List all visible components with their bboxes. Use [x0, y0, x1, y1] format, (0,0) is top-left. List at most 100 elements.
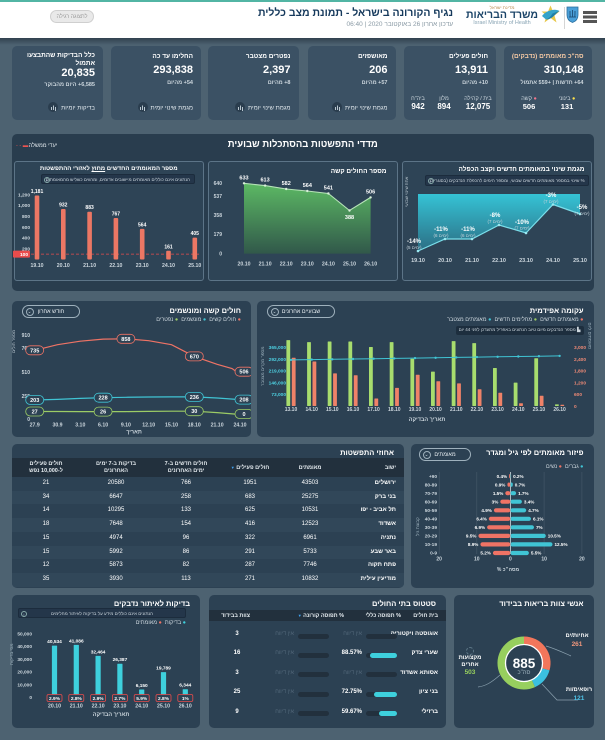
svg-text:3.10: 3.10 — [75, 423, 85, 429]
svg-text:26,387: 26,387 — [113, 657, 128, 663]
svg-text:8.9%: 8.9% — [468, 542, 478, 547]
svg-text:4.9%: 4.9% — [481, 508, 491, 513]
svg-text:613: 613 — [260, 178, 269, 184]
svg-text:50-59: 50-59 — [425, 508, 438, 514]
svg-text:22.10: 22.10 — [109, 263, 122, 269]
svg-text:10: 10 — [541, 557, 547, 563]
svg-text:2.8%: 2.8% — [71, 696, 83, 702]
svg-text:1%: 1% — [182, 696, 190, 702]
svg-text:17.10: 17.10 — [367, 407, 380, 413]
svg-text:(7 ימים): (7 ימים) — [487, 219, 503, 224]
svg-text:1,200: 1,200 — [574, 380, 586, 386]
svg-text:1,000: 1,000 — [17, 203, 29, 209]
svg-text:(5 ימים): (5 ימים) — [406, 245, 422, 250]
svg-text:15.10: 15.10 — [165, 423, 178, 429]
svg-text:20: 20 — [436, 557, 442, 563]
svg-text:3,000: 3,000 — [574, 345, 586, 351]
svg-text:21.10: 21.10 — [450, 407, 463, 413]
svg-text:0-9: 0-9 — [430, 551, 437, 557]
svg-text:6,344: 6,344 — [179, 683, 191, 689]
svg-text:50,000: 50,000 — [17, 631, 32, 637]
svg-text:400: 400 — [21, 236, 29, 242]
svg-text:219,000: 219,000 — [269, 369, 287, 375]
svg-text:0: 0 — [29, 695, 32, 701]
svg-text:24.10: 24.10 — [546, 258, 560, 264]
svg-text:-5%: -5% — [576, 205, 587, 211]
svg-text:633: 633 — [239, 175, 248, 181]
svg-text:365,000: 365,000 — [269, 345, 287, 351]
svg-text:20.10: 20.10 — [56, 263, 69, 269]
svg-text:12.10: 12.10 — [142, 423, 155, 429]
svg-text:564: 564 — [138, 222, 147, 228]
svg-text:19.10: 19.10 — [411, 258, 425, 264]
svg-text:40-49: 40-49 — [425, 517, 438, 523]
svg-text:22.10: 22.10 — [92, 704, 105, 710]
svg-text:20,000: 20,000 — [17, 670, 32, 676]
svg-text:735: 735 — [30, 348, 39, 354]
svg-text:(7 ימים): (7 ימים) — [574, 211, 590, 216]
svg-text:26.10: 26.10 — [179, 704, 192, 710]
svg-text:25.10: 25.10 — [343, 262, 356, 268]
svg-text:0: 0 — [509, 557, 512, 563]
svg-text:70-79: 70-79 — [425, 491, 438, 497]
svg-text:600: 600 — [21, 225, 29, 231]
svg-text:23.10: 23.10 — [491, 407, 504, 413]
svg-text:0: 0 — [574, 404, 577, 410]
svg-text:506: 506 — [239, 370, 248, 376]
svg-text:2.7%: 2.7% — [114, 696, 126, 702]
svg-text:22.10: 22.10 — [492, 258, 506, 264]
svg-text:14.10: 14.10 — [305, 407, 318, 413]
svg-text:19.10: 19.10 — [30, 263, 43, 269]
svg-text:24.10: 24.10 — [162, 263, 175, 269]
svg-text:23.10: 23.10 — [519, 258, 533, 264]
svg-text:15.10: 15.10 — [326, 407, 339, 413]
svg-text:-10%: -10% — [514, 220, 529, 226]
svg-text:-3%: -3% — [545, 193, 556, 199]
svg-text:25.10: 25.10 — [533, 407, 546, 413]
svg-text:24.10: 24.10 — [512, 407, 525, 413]
svg-text:10.5%: 10.5% — [548, 534, 561, 539]
svg-text:30.9: 30.9 — [52, 423, 62, 429]
svg-text:25.10: 25.10 — [157, 704, 170, 710]
svg-text:40,534: 40,534 — [47, 639, 62, 645]
svg-text:510: 510 — [22, 370, 31, 376]
svg-text:10,000: 10,000 — [17, 682, 32, 688]
svg-text:2.9%: 2.9% — [49, 696, 61, 702]
svg-text:18.10: 18.10 — [188, 423, 201, 429]
svg-text:26: 26 — [100, 410, 106, 416]
svg-text:767: 767 — [111, 212, 120, 218]
svg-text:6.9%: 6.9% — [475, 525, 485, 530]
svg-text:(7 ימים): (7 ימים) — [543, 199, 559, 204]
svg-text:506: 506 — [366, 189, 375, 195]
svg-text:5.5%: 5.5% — [531, 551, 541, 556]
svg-text:9.10: 9.10 — [121, 423, 131, 429]
svg-text:20.10: 20.10 — [438, 258, 452, 264]
svg-text:932: 932 — [59, 203, 68, 209]
svg-text:30: 30 — [191, 409, 197, 415]
svg-text:12.5%: 12.5% — [555, 542, 568, 547]
svg-text:1,800: 1,800 — [574, 369, 586, 375]
svg-text:19,789: 19,789 — [156, 666, 171, 672]
svg-text:228: 228 — [99, 396, 108, 402]
svg-text:-11%: -11% — [461, 227, 475, 233]
svg-text:20-29: 20-29 — [425, 534, 438, 540]
svg-text:26.10: 26.10 — [553, 407, 566, 413]
svg-text:21.10: 21.10 — [211, 423, 224, 429]
svg-text:0: 0 — [242, 412, 245, 418]
svg-text:388: 388 — [344, 215, 353, 221]
svg-text:(6 ימים): (6 ימים) — [460, 233, 476, 238]
svg-text:80-89: 80-89 — [425, 482, 438, 488]
svg-text:0.9%: 0.9% — [495, 482, 505, 487]
svg-text:541: 541 — [323, 186, 332, 192]
svg-text:תאריך הבדיקה: תאריך הבדיקה — [93, 712, 130, 718]
svg-text:16.10: 16.10 — [347, 407, 360, 413]
svg-text:21.10: 21.10 — [70, 704, 83, 710]
svg-text:30-39: 30-39 — [425, 525, 438, 531]
svg-text:21.10: 21.10 — [465, 258, 479, 264]
svg-text:23.10: 23.10 — [135, 263, 148, 269]
svg-text:27.9: 27.9 — [30, 423, 40, 429]
svg-text:0.2%: 0.2% — [513, 474, 523, 479]
svg-text:358: 358 — [213, 213, 222, 219]
svg-text:670: 670 — [190, 354, 199, 360]
svg-text:23.10: 23.10 — [113, 704, 126, 710]
